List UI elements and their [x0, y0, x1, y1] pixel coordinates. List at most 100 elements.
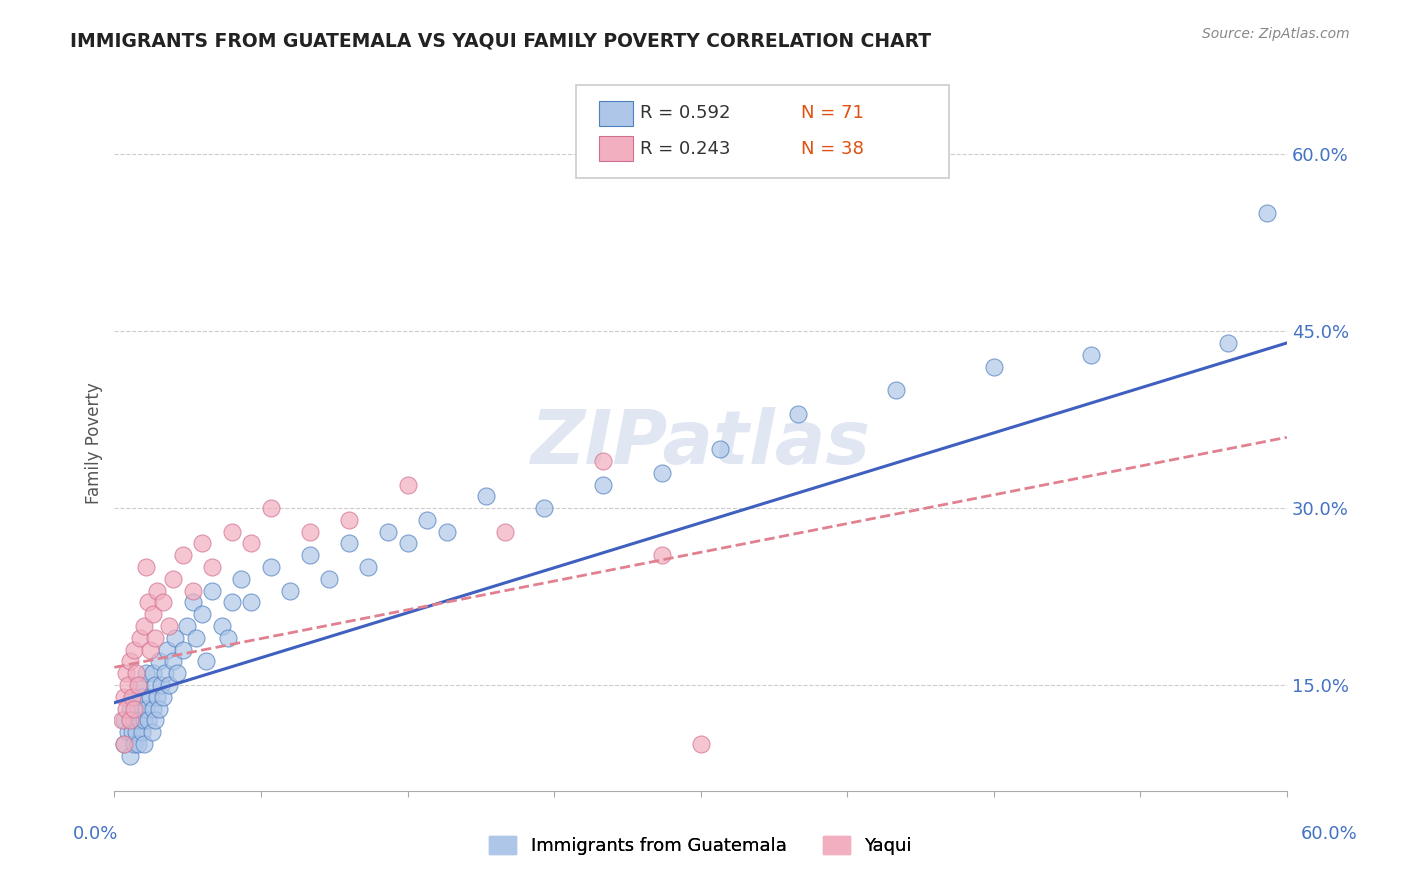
Point [128, 678, 150, 692]
Point [337, 513, 360, 527]
Point [127, 701, 149, 715]
Point [592, 477, 614, 491]
Point [533, 501, 555, 516]
Point [138, 690, 160, 704]
Point [125, 666, 148, 681]
Point [148, 655, 170, 669]
Point [145, 631, 167, 645]
Point [152, 690, 174, 704]
Point [1218, 335, 1240, 350]
Point [122, 642, 145, 657]
Point [145, 714, 167, 728]
Point [132, 619, 155, 633]
Point [117, 678, 139, 692]
Point [141, 725, 163, 739]
Point [142, 607, 165, 622]
Point [240, 536, 263, 550]
Point [136, 595, 159, 609]
Text: Source: ZipAtlas.com: Source: ZipAtlas.com [1202, 27, 1350, 41]
Point [416, 513, 439, 527]
Point [135, 701, 157, 715]
Point [138, 642, 160, 657]
Point [181, 595, 204, 609]
Point [118, 655, 141, 669]
Point [298, 549, 321, 563]
Text: R = 0.243: R = 0.243 [640, 140, 730, 158]
Point [122, 701, 145, 715]
Point [150, 678, 173, 692]
Point [115, 701, 138, 715]
Point [118, 714, 141, 728]
Point [118, 701, 141, 715]
Point [162, 655, 184, 669]
Point [122, 714, 145, 728]
Point [156, 642, 179, 657]
Point [121, 690, 143, 704]
Point [474, 489, 496, 503]
Point [131, 725, 153, 739]
Point [128, 631, 150, 645]
Point [118, 748, 141, 763]
Point [142, 666, 165, 681]
Point [142, 701, 165, 715]
Point [146, 690, 169, 704]
Point [231, 572, 253, 586]
Point [494, 524, 516, 539]
Point [132, 714, 155, 728]
Point [436, 524, 458, 539]
Text: N = 71: N = 71 [801, 104, 865, 122]
Point [117, 725, 139, 739]
Point [260, 560, 283, 574]
Point [357, 560, 380, 574]
Text: 60.0%: 60.0% [1301, 825, 1357, 843]
Point [135, 560, 157, 574]
Point [318, 572, 340, 586]
Point [145, 678, 167, 692]
Point [396, 536, 419, 550]
Point [181, 583, 204, 598]
Point [112, 690, 135, 704]
Point [157, 619, 180, 633]
Point [132, 737, 155, 751]
Point [112, 737, 135, 751]
Point [131, 690, 153, 704]
Point [112, 737, 135, 751]
Point [337, 536, 360, 550]
Point [157, 678, 180, 692]
Point [152, 595, 174, 609]
Point [592, 454, 614, 468]
Text: 0.0%: 0.0% [73, 825, 118, 843]
Point [396, 477, 419, 491]
Text: R = 0.592: R = 0.592 [640, 104, 730, 122]
Point [983, 359, 1005, 374]
Point [191, 536, 214, 550]
Point [298, 524, 321, 539]
Text: N = 38: N = 38 [801, 140, 865, 158]
Point [377, 524, 399, 539]
Point [127, 678, 149, 692]
Point [121, 725, 143, 739]
Point [111, 714, 134, 728]
Point [125, 725, 148, 739]
Point [172, 549, 194, 563]
Point [201, 583, 224, 598]
Point [651, 466, 673, 480]
Point [122, 690, 145, 704]
Point [163, 631, 186, 645]
Point [278, 583, 301, 598]
Point [651, 549, 673, 563]
Point [195, 655, 218, 669]
Point [884, 383, 907, 397]
Point [172, 642, 194, 657]
Point [221, 595, 243, 609]
Point [127, 737, 149, 751]
Point [186, 631, 208, 645]
Point [211, 619, 233, 633]
Point [689, 737, 711, 751]
Text: IMMIGRANTS FROM GUATEMALA VS YAQUI FAMILY POVERTY CORRELATION CHART: IMMIGRANTS FROM GUATEMALA VS YAQUI FAMIL… [70, 31, 931, 50]
Point [1256, 206, 1278, 220]
Point [201, 560, 224, 574]
Point [128, 714, 150, 728]
Point [260, 501, 283, 516]
Point [166, 666, 188, 681]
